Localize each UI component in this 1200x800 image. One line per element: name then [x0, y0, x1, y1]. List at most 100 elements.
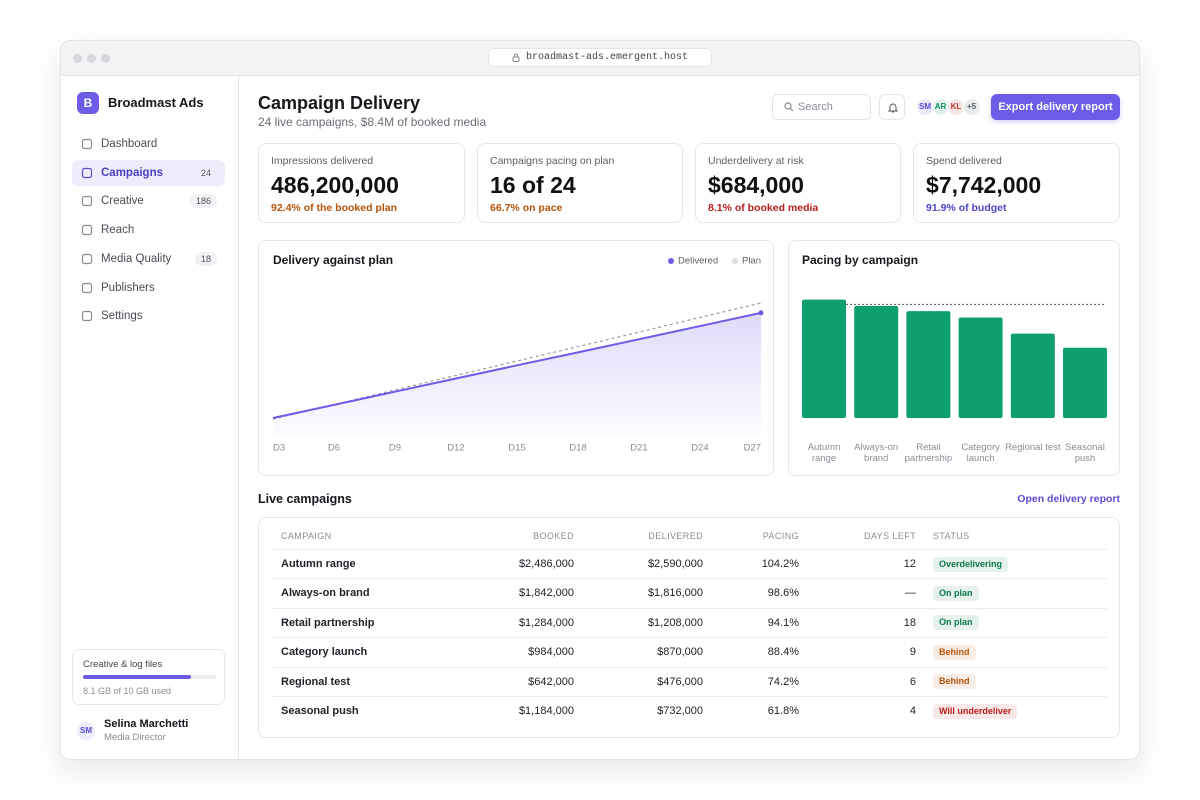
icon-shape	[81, 282, 93, 293]
url-bar[interactable]: broadmast-ads.emergent.host	[488, 48, 712, 67]
table-cell: $1,842,000	[518, 587, 574, 600]
icon-shape	[789, 107, 794, 112]
url: broadmast-ads.emergent.host	[525, 52, 689, 63]
nav-label: Creative	[101, 195, 144, 208]
table-cell: $1,184,000	[518, 705, 574, 717]
status-badge: Will underdeliver	[933, 703, 1018, 719]
end-point	[758, 310, 764, 316]
legend-label: Plan	[742, 256, 761, 267]
window-dot	[73, 54, 82, 63]
icon-shape	[81, 138, 93, 150]
nav-item[interactable]: Publishers	[72, 275, 225, 301]
kpi-card: Underdelivery at risk $684,000 8.1% of boo…	[695, 143, 901, 223]
campaign-name: Category launch	[281, 646, 368, 659]
nav-icon	[81, 196, 93, 207]
status-badge: Overdelivering	[933, 556, 1009, 572]
nav-label: Reach	[101, 224, 135, 237]
table-cell: $1,284,000	[518, 616, 574, 629]
table-cell: 94.1%	[767, 616, 799, 629]
page-subtitle: 24 live campaigns, $8.4M of booked media	[258, 115, 487, 129]
table-cell: 74.2%	[767, 675, 799, 688]
status-badge: On plan	[933, 585, 979, 601]
column-header: PACING	[762, 531, 799, 541]
user-name: Selina Marchetti	[104, 718, 189, 730]
table-cell: —	[905, 587, 916, 600]
export-button[interactable]: Export delivery report	[991, 94, 1120, 120]
nav-item[interactable]: Campaigns 24	[72, 159, 225, 186]
table-cell: $1,208,000	[647, 616, 703, 629]
table-cell: $984,000	[528, 646, 574, 659]
table-cell: 12	[903, 558, 916, 570]
nav-label: Media Quality	[101, 252, 172, 265]
table-cell: 98.6%	[767, 587, 799, 600]
table-cell: 88.4%	[767, 646, 799, 659]
x-tick-label: Autumn range	[807, 442, 841, 464]
table-cell: 6	[909, 675, 916, 688]
kpi-value: $7,742,000	[926, 172, 1042, 198]
icon-shape	[81, 196, 93, 207]
campaign-name: Regional test	[281, 675, 351, 688]
icon-shape	[81, 167, 93, 178]
nav-badge: 24	[200, 167, 211, 178]
nav-icon	[81, 282, 93, 293]
search-box[interactable]: Search	[772, 94, 871, 120]
x-tick-label: D3	[273, 443, 285, 454]
nav-icon	[81, 167, 93, 178]
nav-item[interactable]: Dashboard	[72, 131, 225, 157]
bar	[1063, 347, 1107, 418]
nav-item[interactable]: Settings	[72, 303, 225, 329]
kpi-note: 92.4% of the booked plan	[271, 202, 398, 214]
nav-item[interactable]: Reach	[72, 217, 225, 243]
table-card: CAMPAIGN BOOKED DELIVERED PACING DAYS LEFT ST…	[258, 517, 1120, 738]
icon-shape	[81, 311, 93, 322]
nav-label: Dashboard	[101, 138, 158, 150]
search-placeholder: Search	[798, 101, 833, 113]
kpi-label: Underdelivery at risk	[708, 155, 804, 167]
row-divider	[271, 578, 1107, 580]
section-link[interactable]: Open delivery report	[1017, 493, 1120, 505]
section-title: Live campaigns	[258, 492, 352, 506]
icon-shape	[81, 224, 93, 236]
kpi-value: 486,200,000	[271, 172, 399, 198]
line-chart-card: Delivery against plan D3 D6 D9 D12 D15 D18 D21 D…	[258, 240, 774, 476]
x-tick-label: Always-on brand	[854, 442, 899, 464]
nav-item[interactable]: Media Quality 18	[72, 246, 225, 272]
icon-shape	[81, 253, 93, 264]
kpi-label: Spend delivered	[926, 155, 1002, 167]
row-divider	[271, 637, 1107, 639]
kpi-label: Impressions delivered	[271, 155, 374, 167]
line-chart: Delivery against plan D3 D6 D9 D12 D15 D18 D21 D…	[272, 253, 764, 454]
table-cell: $2,486,000	[518, 558, 574, 570]
notifications-button[interactable]	[879, 94, 905, 120]
storage-card: Creative & log files 8.1 GB of 10 GB used	[72, 649, 225, 705]
row-divider	[271, 549, 1107, 550]
kpi-value: 16 of 24	[490, 172, 576, 198]
window-dot	[87, 54, 96, 63]
bar-chart-card: Pacing by campaign Autumn range Always-on …	[788, 240, 1120, 476]
nav-icon	[81, 224, 93, 236]
kpi-card: Impressions delivered 486,200,000 92.4% of…	[258, 143, 465, 223]
table-cell: $476,000	[657, 675, 703, 688]
legend-label: Delivered	[678, 256, 718, 267]
table-cell: 18	[903, 616, 916, 629]
x-tick-label: D12	[447, 443, 464, 454]
brand-name: Broadmast Ads	[108, 95, 204, 110]
search-icon	[784, 102, 794, 112]
campaign-name: Autumn range	[281, 558, 356, 570]
kpi-label: Campaigns pacing on plan	[490, 155, 615, 167]
nav-label: Settings	[101, 310, 143, 323]
kpi-card: Campaigns pacing on plan 16 of 24 66.7% on…	[477, 143, 683, 223]
storage-label: Creative & log files	[83, 659, 163, 670]
brand-logo: B	[77, 92, 99, 114]
bar	[906, 311, 951, 418]
row-divider	[271, 607, 1107, 609]
kpi-note: 91.9% of budget	[926, 202, 1007, 214]
x-tick-label: D15	[508, 443, 525, 454]
status-badge: On plan	[933, 615, 979, 631]
nav-item[interactable]: Creative 186	[72, 188, 225, 214]
bar-chart: Pacing by campaign	[802, 253, 1107, 418]
chart-title: Pacing by campaign	[802, 253, 918, 267]
table-cell: $870,000	[657, 646, 703, 659]
nav-icon	[81, 138, 93, 150]
